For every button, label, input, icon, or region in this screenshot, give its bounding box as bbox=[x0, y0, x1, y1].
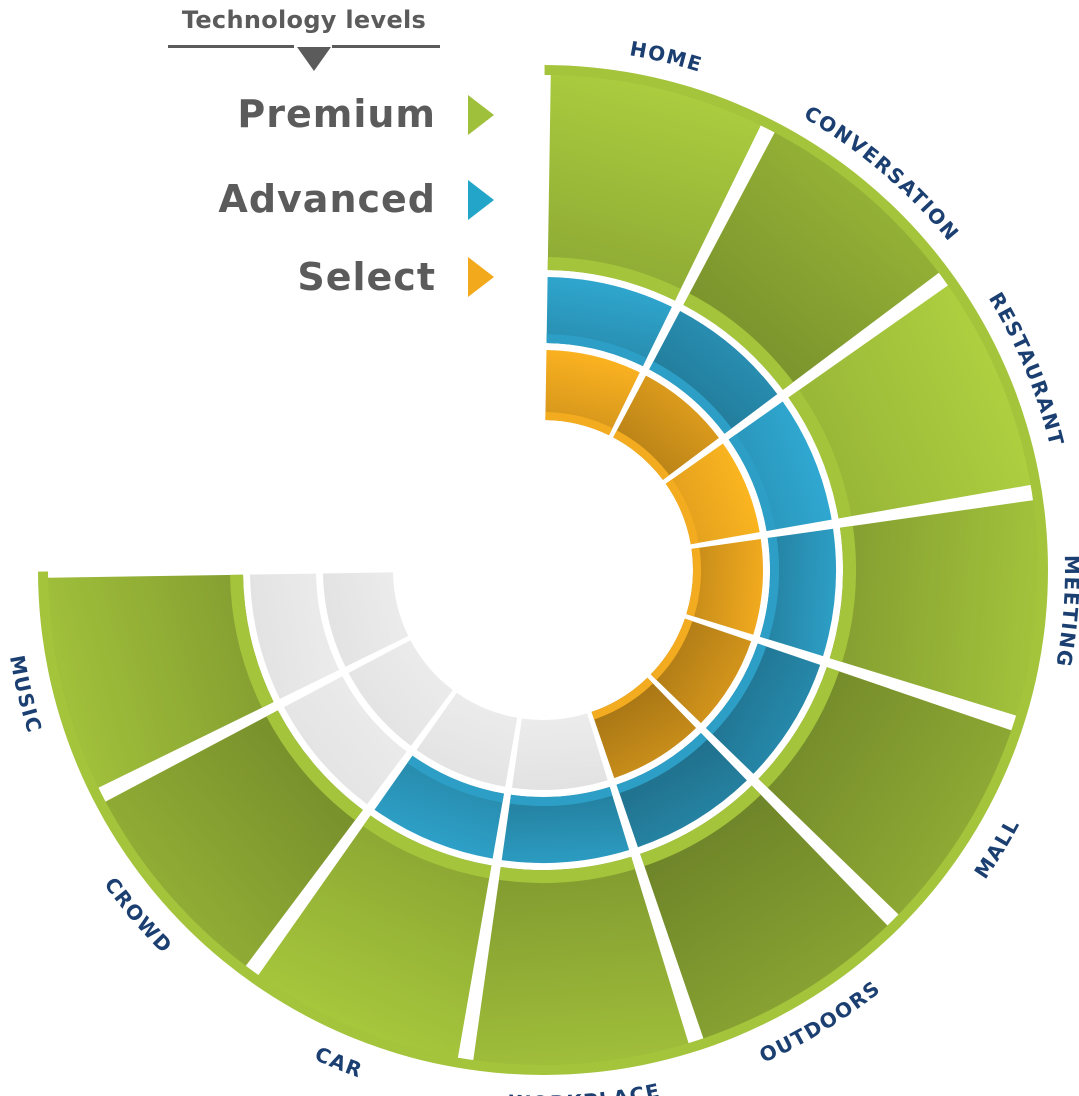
segment-meeting-advanced-rim bbox=[759, 536, 779, 640]
segment-meeting-advanced bbox=[759, 528, 836, 657]
segment-outdoors-select-rim bbox=[591, 677, 653, 720]
label-home: HOME bbox=[628, 36, 706, 77]
segment-home-premium bbox=[547, 67, 765, 301]
segment-workplace-premium bbox=[472, 856, 691, 1073]
segment-crowd-premium bbox=[98, 710, 363, 973]
segment-restaurant-advanced-rim bbox=[728, 434, 776, 531]
segment-conversation-advanced bbox=[649, 311, 778, 434]
segment-restaurant-select-rim bbox=[665, 479, 699, 545]
segment-meeting-premium bbox=[829, 499, 1046, 718]
segment-meeting-select-rim bbox=[686, 547, 701, 617]
premium-arrow-icon bbox=[468, 95, 494, 135]
segment-mall-advanced-rim bbox=[706, 643, 767, 735]
segment-restaurant-premium-rim bbox=[788, 390, 852, 519]
legend-caret-icon bbox=[297, 47, 331, 71]
level-premium-label: Premium bbox=[237, 92, 436, 136]
label-music: MUSIC bbox=[5, 653, 47, 736]
legend-title: Technology levels bbox=[181, 6, 427, 34]
segment-music-premium-rim bbox=[230, 574, 274, 708]
segment-car-advanced bbox=[374, 755, 504, 859]
segment-workplace-advanced bbox=[501, 786, 630, 863]
segment-meeting-premium-rim bbox=[829, 525, 856, 663]
segment-meeting-select bbox=[686, 539, 763, 635]
segment-conversation-advanced-rim bbox=[649, 361, 732, 434]
segment-outdoors-advanced bbox=[616, 733, 747, 848]
label-meeting: MEETING bbox=[1051, 555, 1079, 670]
level-advanced-label: Advanced bbox=[218, 177, 436, 221]
segment-outdoors-advanced-rim bbox=[616, 733, 708, 794]
segment-crowd-select bbox=[348, 640, 453, 746]
segment-car-premium bbox=[253, 815, 492, 1066]
segment-restaurant-premium bbox=[788, 280, 1039, 519]
wheel-rings bbox=[38, 65, 1048, 1075]
segment-home-premium-rim bbox=[547, 257, 681, 301]
segment-home-select bbox=[545, 350, 640, 436]
level-select-label: Select bbox=[297, 255, 436, 299]
segment-car-premium-rim bbox=[363, 815, 492, 879]
segment-workplace-premium-rim bbox=[498, 856, 636, 883]
segment-crowd-premium-rim bbox=[266, 710, 363, 821]
segment-workplace-advanced-rim bbox=[509, 786, 613, 806]
segment-car-advanced-rim bbox=[407, 755, 504, 803]
legend-rule-right bbox=[332, 45, 440, 48]
segment-restaurant-advanced bbox=[728, 401, 832, 531]
segment-outdoors-premium-rim bbox=[640, 785, 761, 867]
segment-music-premium bbox=[40, 574, 274, 792]
label-car: CAR bbox=[311, 1042, 366, 1083]
select-arrow-icon bbox=[468, 257, 494, 297]
segment-car-select bbox=[416, 692, 518, 787]
segment-crowd-advanced bbox=[284, 676, 407, 805]
segment-conversation-select-rim bbox=[613, 430, 670, 480]
label-workplace: WORKPLACE bbox=[508, 1078, 663, 1096]
segment-music-select bbox=[323, 572, 409, 667]
segment-conversation-premium bbox=[683, 125, 946, 390]
segment-mall-select-rim bbox=[650, 618, 693, 680]
segment-mall-advanced bbox=[706, 643, 821, 774]
segment-home-advanced-rim bbox=[546, 334, 647, 367]
technology-legend: Technology levels Premium Advanced Selec… bbox=[160, 0, 500, 300]
segment-conversation-premium-rim bbox=[683, 293, 794, 390]
advanced-arrow-icon bbox=[468, 180, 494, 220]
legend-rule-left bbox=[168, 45, 294, 48]
segment-music-advanced bbox=[250, 573, 340, 699]
segment-home-select-rim bbox=[545, 412, 613, 436]
segment-mall-premium-rim bbox=[758, 667, 840, 788]
segment-workplace-select bbox=[512, 713, 608, 790]
